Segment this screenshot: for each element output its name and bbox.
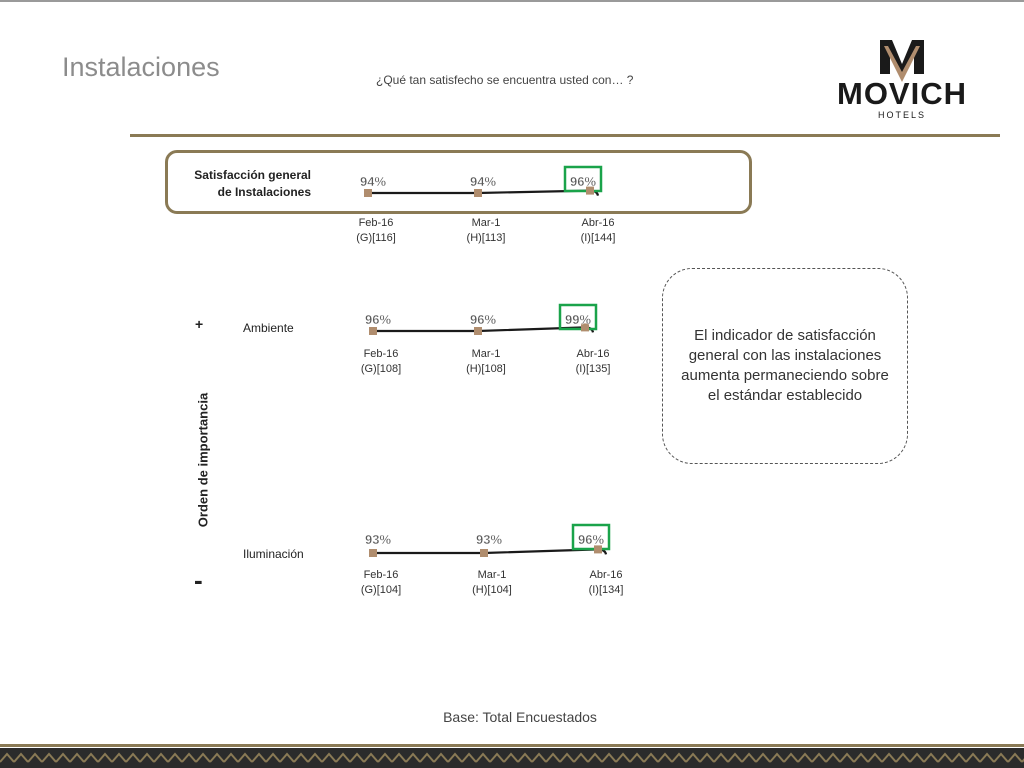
data-point bbox=[369, 549, 377, 557]
x-tick-label: Mar-1 bbox=[472, 348, 501, 360]
highlight-frame bbox=[563, 165, 603, 193]
row-label-ambiente: Ambiente bbox=[243, 321, 294, 335]
x-tick-base: (G)[116] bbox=[356, 232, 396, 244]
x-tick-label: Abr-16 bbox=[589, 569, 622, 581]
data-label: 96% bbox=[578, 532, 604, 547]
x-tick-label: Feb-16 bbox=[364, 569, 399, 581]
logo-sub: HOTELS bbox=[878, 110, 926, 120]
data-point bbox=[364, 189, 372, 197]
data-label: 93% bbox=[476, 532, 502, 547]
x-tick-base: (H)[108] bbox=[466, 363, 506, 375]
data-label: 93% bbox=[365, 532, 391, 547]
movich-emblem-icon bbox=[880, 40, 924, 82]
x-tick-base: (I)[144] bbox=[581, 232, 616, 244]
highlight-frame bbox=[558, 303, 598, 331]
data-label: 99% bbox=[565, 312, 591, 327]
data-point bbox=[474, 189, 482, 197]
data-point bbox=[369, 327, 377, 335]
x-tick-base: (H)[113] bbox=[467, 232, 506, 244]
survey-question: ¿Qué tan satisfecho se encuentra usted c… bbox=[376, 73, 634, 87]
data-label: 96% bbox=[365, 312, 391, 327]
data-point bbox=[474, 327, 482, 335]
data-point bbox=[586, 186, 594, 195]
x-tick-label: Feb-16 bbox=[364, 348, 399, 360]
x-tick-label: Abr-16 bbox=[581, 217, 614, 229]
logo-brand: MOVICH bbox=[837, 76, 967, 111]
x-tick-label: Mar-1 bbox=[472, 217, 501, 229]
importance-plus: + bbox=[195, 316, 204, 332]
footer-pattern bbox=[0, 748, 1024, 768]
general-satisfaction-highlight bbox=[165, 150, 752, 214]
data-point bbox=[480, 549, 488, 557]
x-tick-base: (H)[104] bbox=[472, 584, 512, 596]
data-label: 96% bbox=[470, 312, 496, 327]
callout-text: El indicador de satisfacción general con… bbox=[681, 327, 889, 404]
row-label-iluminacion: Iluminación bbox=[243, 547, 304, 561]
data-label: 94% bbox=[360, 174, 386, 189]
importance-minus: - bbox=[194, 565, 203, 595]
x-tick-base: (I)[135] bbox=[576, 363, 611, 375]
data-label: 94% bbox=[470, 174, 496, 189]
row-label-line: Satisfacción general bbox=[194, 168, 311, 182]
top-border bbox=[0, 0, 1024, 2]
base-note: Base: Total Encuestados bbox=[443, 709, 597, 725]
header-divider bbox=[130, 134, 1000, 137]
movich-logo: MOVICH HOTELS bbox=[837, 40, 967, 120]
data-point bbox=[581, 323, 589, 332]
x-tick-label: Mar-1 bbox=[478, 569, 507, 581]
row-label-line: de Instalaciones bbox=[217, 185, 311, 199]
x-tick-base: (I)[134] bbox=[589, 584, 624, 596]
data-label: 96% bbox=[570, 174, 596, 189]
footer-divider bbox=[0, 744, 1024, 747]
insight-callout: El indicador de satisfacción general con… bbox=[662, 268, 908, 464]
row-label-general: Satisfacción general de Instalaciones bbox=[161, 167, 311, 201]
x-tick-label: Feb-16 bbox=[359, 217, 394, 229]
data-point bbox=[594, 545, 602, 554]
x-tick-base: (G)[104] bbox=[361, 584, 401, 596]
page-title: Instalaciones bbox=[62, 52, 220, 82]
x-tick-base: (G)[108] bbox=[361, 363, 401, 375]
x-tick-label: Abr-16 bbox=[576, 348, 609, 360]
highlight-frame bbox=[571, 523, 611, 551]
